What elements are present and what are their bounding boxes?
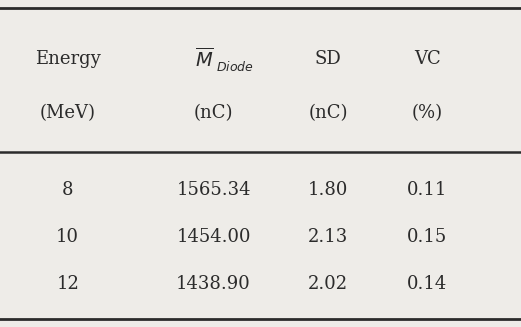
Text: 1438.90: 1438.90 <box>176 275 251 294</box>
Text: 0.14: 0.14 <box>407 275 448 294</box>
Text: 0.15: 0.15 <box>407 228 448 246</box>
Text: $\overline{M}$: $\overline{M}$ <box>195 47 214 71</box>
Text: 2.02: 2.02 <box>308 275 349 294</box>
Text: 1454.00: 1454.00 <box>177 228 251 246</box>
Text: (nC): (nC) <box>308 104 348 122</box>
Text: 10: 10 <box>56 228 79 246</box>
Text: 1565.34: 1565.34 <box>177 181 251 199</box>
Text: $\mathit{Diode}$: $\mathit{Diode}$ <box>216 60 254 74</box>
Text: (MeV): (MeV) <box>40 104 96 122</box>
Text: VC: VC <box>414 50 441 68</box>
Text: Energy: Energy <box>35 50 101 68</box>
Text: 12: 12 <box>56 275 79 294</box>
Text: SD: SD <box>315 50 342 68</box>
Text: (nC): (nC) <box>194 104 233 122</box>
Text: 8: 8 <box>62 181 73 199</box>
Text: 1.80: 1.80 <box>308 181 349 199</box>
Text: 0.11: 0.11 <box>407 181 448 199</box>
Text: (%): (%) <box>412 104 443 122</box>
Text: 2.13: 2.13 <box>308 228 349 246</box>
